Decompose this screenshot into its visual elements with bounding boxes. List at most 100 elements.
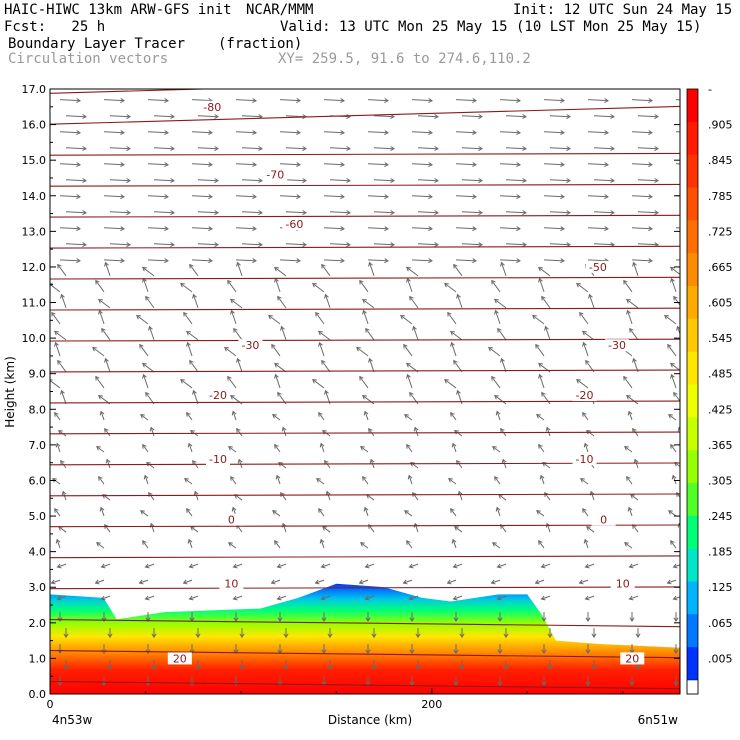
isotherm-line: [50, 555, 680, 559]
vector-arrow: [148, 492, 155, 501]
vector-arrow: [496, 507, 501, 517]
vector-arrow-head: [277, 391, 282, 397]
vector-arrow-head: [180, 282, 185, 288]
vector-arrow-head: [610, 146, 615, 152]
vector-arrow: [275, 278, 281, 293]
vector-arrow: [140, 414, 149, 421]
vector-arrow-head: [516, 258, 521, 264]
vector-arrow: [411, 99, 432, 102]
vector-arrow-head: [180, 379, 185, 384]
vector-arrow: [505, 243, 526, 246]
vector-arrow-head: [102, 494, 107, 499]
isotherm-line: [50, 524, 680, 528]
vector-arrow: [322, 526, 331, 533]
vector-arrow: [412, 492, 419, 501]
vector-arrow: [191, 227, 212, 230]
vector-arrow-head: [503, 633, 509, 639]
vector-arrow: [494, 476, 501, 485]
vector-arrow: [54, 412, 61, 421]
vector-arrow-head: [324, 389, 329, 395]
vector-arrow: [447, 312, 457, 325]
vector-arrow-head: [275, 474, 281, 480]
y-tick-label: 9.0: [29, 368, 47, 381]
vector-arrow-head: [126, 210, 131, 216]
vector-arrow-head: [230, 309, 235, 315]
vector-arrow-head: [142, 540, 147, 545]
vector-arrow: [579, 312, 589, 325]
vector-arrow-head: [698, 115, 702, 119]
vector-arrow: [623, 376, 633, 389]
vector-arrow: [285, 211, 306, 214]
y-tick-label: 14.0: [22, 190, 47, 203]
colorbar-swatch: [687, 614, 698, 648]
vector-arrow-head: [325, 490, 331, 496]
vector-arrow-head: [188, 563, 194, 569]
vector-arrow: [136, 315, 149, 325]
vector-arrow-head: [698, 211, 702, 215]
vector-arrow: [230, 476, 237, 485]
vector-arrow: [499, 195, 520, 198]
vector-arrow: [188, 443, 193, 453]
vector-arrow-head: [192, 459, 197, 465]
y-tick-label: 7.0: [29, 439, 47, 452]
vector-arrow: [65, 211, 86, 214]
vector-arrow-head: [258, 242, 263, 248]
vector-arrow: [191, 163, 212, 166]
field-units: (fraction): [218, 36, 303, 52]
y-tick-label: 3.0: [29, 581, 47, 594]
vector-arrow-head: [142, 266, 147, 272]
vector-arrow: [631, 163, 652, 166]
vector-arrow: [538, 444, 545, 453]
vector-arrow-head: [585, 359, 590, 365]
vector-arrow: [142, 540, 149, 549]
vector-arrow: [316, 478, 325, 485]
vector-arrow: [540, 475, 545, 485]
cross-section-coords: XY= 259.5, 91.6 to 274.6,110.2: [278, 51, 531, 67]
vector-arrow-head: [586, 526, 591, 531]
vector-arrow-head: [497, 327, 502, 333]
vector-arrow-head: [538, 277, 543, 283]
vector-arrow-head: [672, 595, 678, 601]
vector-arrow-head: [491, 279, 496, 285]
vector-arrow: [277, 296, 287, 309]
vector-arrow-head: [390, 178, 395, 184]
vector-arrow-head: [522, 146, 527, 152]
vector-arrow: [505, 211, 526, 214]
vector-arrow-head: [346, 178, 351, 184]
vector-arrow-head: [582, 508, 587, 513]
isotherm-line: [50, 586, 680, 590]
vector-arrow: [364, 507, 369, 517]
vector-arrow-head: [363, 410, 369, 416]
vector-arrow-head: [560, 258, 565, 264]
vector-arrow-head: [415, 633, 421, 639]
vector-arrow: [323, 195, 344, 198]
vector-arrow-head: [186, 411, 191, 417]
vector-arrow-head: [360, 446, 365, 451]
vector-arrow-head: [539, 474, 545, 480]
vector-arrow: [65, 179, 86, 182]
isotherm-line: [50, 89, 222, 94]
vector-arrow: [359, 376, 369, 389]
vector-arrow: [189, 563, 199, 568]
vector-arrow: [92, 347, 105, 357]
vector-arrow: [417, 147, 438, 150]
vector-arrow-head: [541, 617, 547, 623]
vector-arrow: [228, 446, 237, 453]
vector-arrow-head: [496, 595, 502, 601]
isotherm-label: -10: [576, 453, 594, 466]
vector-arrow-head: [96, 542, 101, 547]
vector-arrow: [411, 163, 432, 166]
vector-arrow-head: [214, 178, 219, 184]
vector-arrow-head: [99, 410, 105, 416]
vector-arrow: [95, 376, 105, 389]
vector-arrow-head: [145, 295, 150, 301]
vector-arrow: [494, 395, 507, 405]
vector-arrow-head: [627, 410, 633, 416]
isotherm-label-bg: [219, 577, 244, 590]
vector-arrow: [321, 595, 331, 600]
vector-arrow-head: [296, 97, 301, 104]
vector-arrow-head: [151, 665, 157, 671]
vector-arrow: [360, 446, 369, 453]
vector-arrow: [275, 374, 281, 389]
vector-arrow: [453, 360, 463, 373]
